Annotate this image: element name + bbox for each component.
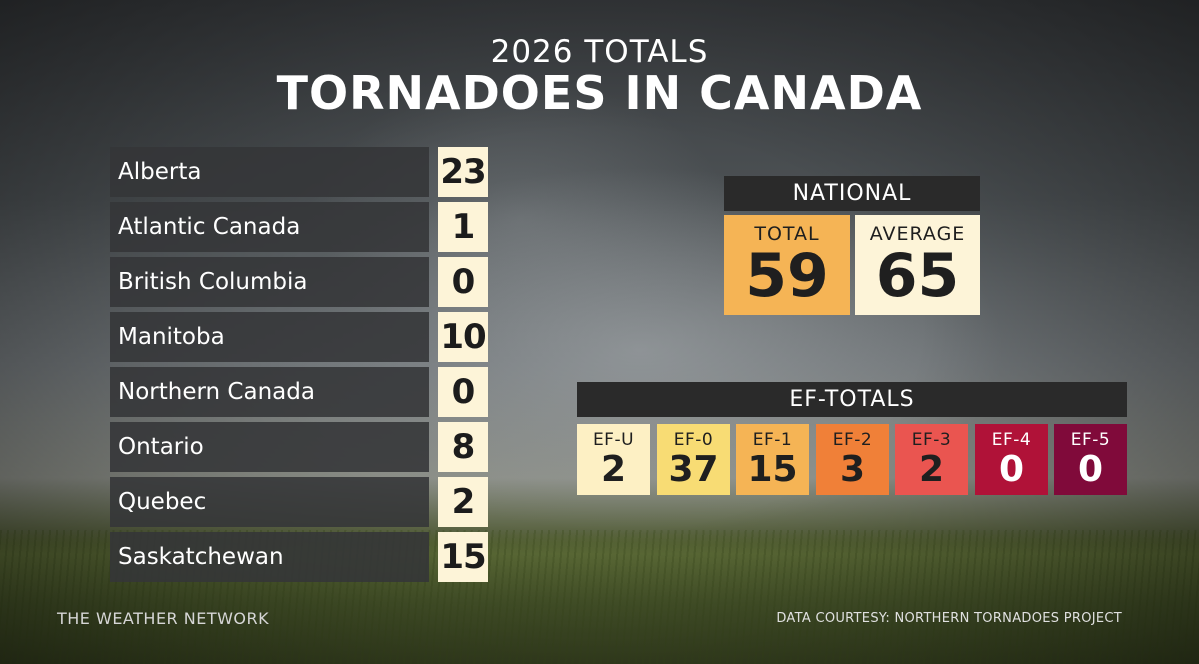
province-row-ontario: Ontario 8	[110, 422, 488, 472]
province-count: 8	[438, 422, 488, 472]
ef-cell-ef2: EF-2 3	[816, 424, 889, 495]
ef-label: EF-U	[592, 430, 635, 450]
province-name: Quebec	[110, 477, 429, 527]
ef-value: 2	[918, 449, 945, 490]
ef-value: 37	[668, 449, 719, 490]
province-name: Atlantic Canada	[110, 202, 429, 252]
province-name: Manitoba	[110, 312, 429, 362]
province-count: 15	[438, 532, 488, 582]
page-title: TORNADOES IN CANADA	[276, 66, 923, 120]
network-logo-text: THE WEATHER NETWORK	[57, 609, 270, 628]
ef-value: 0	[998, 449, 1025, 490]
province-row-saskatchewan: Saskatchewan 15	[110, 532, 488, 582]
national-average-box: AVERAGE 65	[855, 215, 980, 315]
province-name: British Columbia	[110, 257, 429, 307]
national-average-label: AVERAGE	[869, 223, 966, 245]
province-row-northern-canada: Northern Canada 0	[110, 367, 488, 417]
province-count: 0	[438, 257, 488, 307]
ef-label: EF-1	[752, 430, 793, 450]
ef-cell-ef5: EF-5 0	[1054, 424, 1127, 495]
national-total-value: 59	[745, 241, 829, 311]
province-count: 0	[438, 367, 488, 417]
province-row-quebec: Quebec 2	[110, 477, 488, 527]
national-heading: NATIONAL	[724, 176, 980, 211]
ef-label: EF-5	[1070, 430, 1111, 450]
province-count: 23	[438, 147, 488, 197]
province-row-atlantic-canada: Atlantic Canada 1	[110, 202, 488, 252]
province-list: Alberta 23 Atlantic Canada 1 British Col…	[110, 147, 488, 587]
province-row-manitoba: Manitoba 10	[110, 312, 488, 362]
subtitle: 2026 TOTALS	[490, 34, 709, 70]
province-count: 1	[438, 202, 488, 252]
data-credit: DATA COURTESY: NORTHERN TORNADOES PROJEC…	[776, 611, 1122, 626]
province-row-alberta: Alberta 23	[110, 147, 488, 197]
ef-value: 2	[600, 449, 627, 490]
ef-value: 3	[839, 449, 866, 490]
ef-value: 0	[1077, 449, 1104, 490]
ef-cell-ef1: EF-1 15	[736, 424, 809, 495]
province-name: Ontario	[110, 422, 429, 472]
province-name: Alberta	[110, 147, 429, 197]
ef-label: EF-3	[911, 430, 952, 450]
province-row-british-columbia: British Columbia 0	[110, 257, 488, 307]
ef-label: EF-4	[991, 430, 1032, 450]
province-name: Northern Canada	[110, 367, 429, 417]
ef-cell-ef4: EF-4 0	[975, 424, 1048, 495]
national-total-label: TOTAL	[754, 223, 820, 245]
ef-cell-ef0: EF-0 37	[657, 424, 730, 495]
ef-value: 15	[747, 449, 798, 490]
national-average-value: 65	[875, 241, 960, 311]
national-total-box: TOTAL 59	[724, 215, 850, 315]
ef-label: EF-2	[832, 430, 873, 450]
province-name: Saskatchewan	[110, 532, 429, 582]
ef-label: EF-0	[673, 430, 714, 450]
province-count: 2	[438, 477, 488, 527]
province-count: 10	[438, 312, 488, 362]
ef-totals-heading: EF-TOTALS	[577, 382, 1127, 417]
ef-cell-efu: EF-U 2	[577, 424, 650, 495]
ef-cell-ef3: EF-3 2	[895, 424, 968, 495]
